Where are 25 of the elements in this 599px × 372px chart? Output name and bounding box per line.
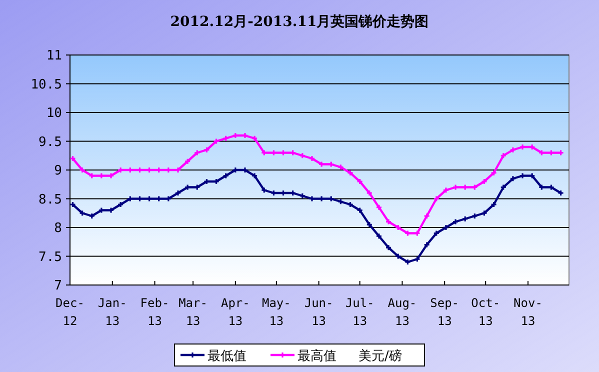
- y-tick-label: 8.5: [38, 192, 62, 208]
- x-tick-label: Apr-13: [220, 296, 250, 328]
- x-tick-label: Dec-12: [56, 296, 84, 328]
- legend-title: 美元/磅: [358, 348, 402, 364]
- y-tick-label: 9: [54, 164, 62, 179]
- y-tick-label: 9.5: [38, 134, 62, 150]
- x-tick-label: Sep-13: [430, 296, 460, 328]
- x-tick-label: Jan-13: [98, 296, 127, 328]
- x-tick-label: Jun-13: [304, 296, 334, 328]
- chart-title: 2012.12月-2013.11月英国锑价走势图: [170, 14, 429, 30]
- x-tick-label: Nov-13: [514, 296, 542, 328]
- x-tick-label: Mar-13: [178, 296, 208, 328]
- y-tick-label: 7.5: [38, 250, 62, 265]
- y-tick-label: 11: [46, 48, 62, 64]
- x-tick-label: Jul-13: [345, 296, 374, 328]
- legend-label: 最高值: [298, 348, 336, 364]
- x-tick-label: Oct-13: [471, 296, 500, 328]
- x-tick-label: May-13: [262, 296, 291, 328]
- y-tick-label: 10.5: [30, 77, 62, 92]
- y-tick-label: 10: [46, 106, 62, 122]
- legend-label: 最低值: [208, 349, 246, 364]
- x-tick-label: Feb-13: [140, 296, 170, 328]
- y-tick-label: 8: [54, 221, 62, 236]
- y-tick-label: 7: [54, 278, 62, 294]
- x-tick-label: Aug-13: [388, 296, 417, 328]
